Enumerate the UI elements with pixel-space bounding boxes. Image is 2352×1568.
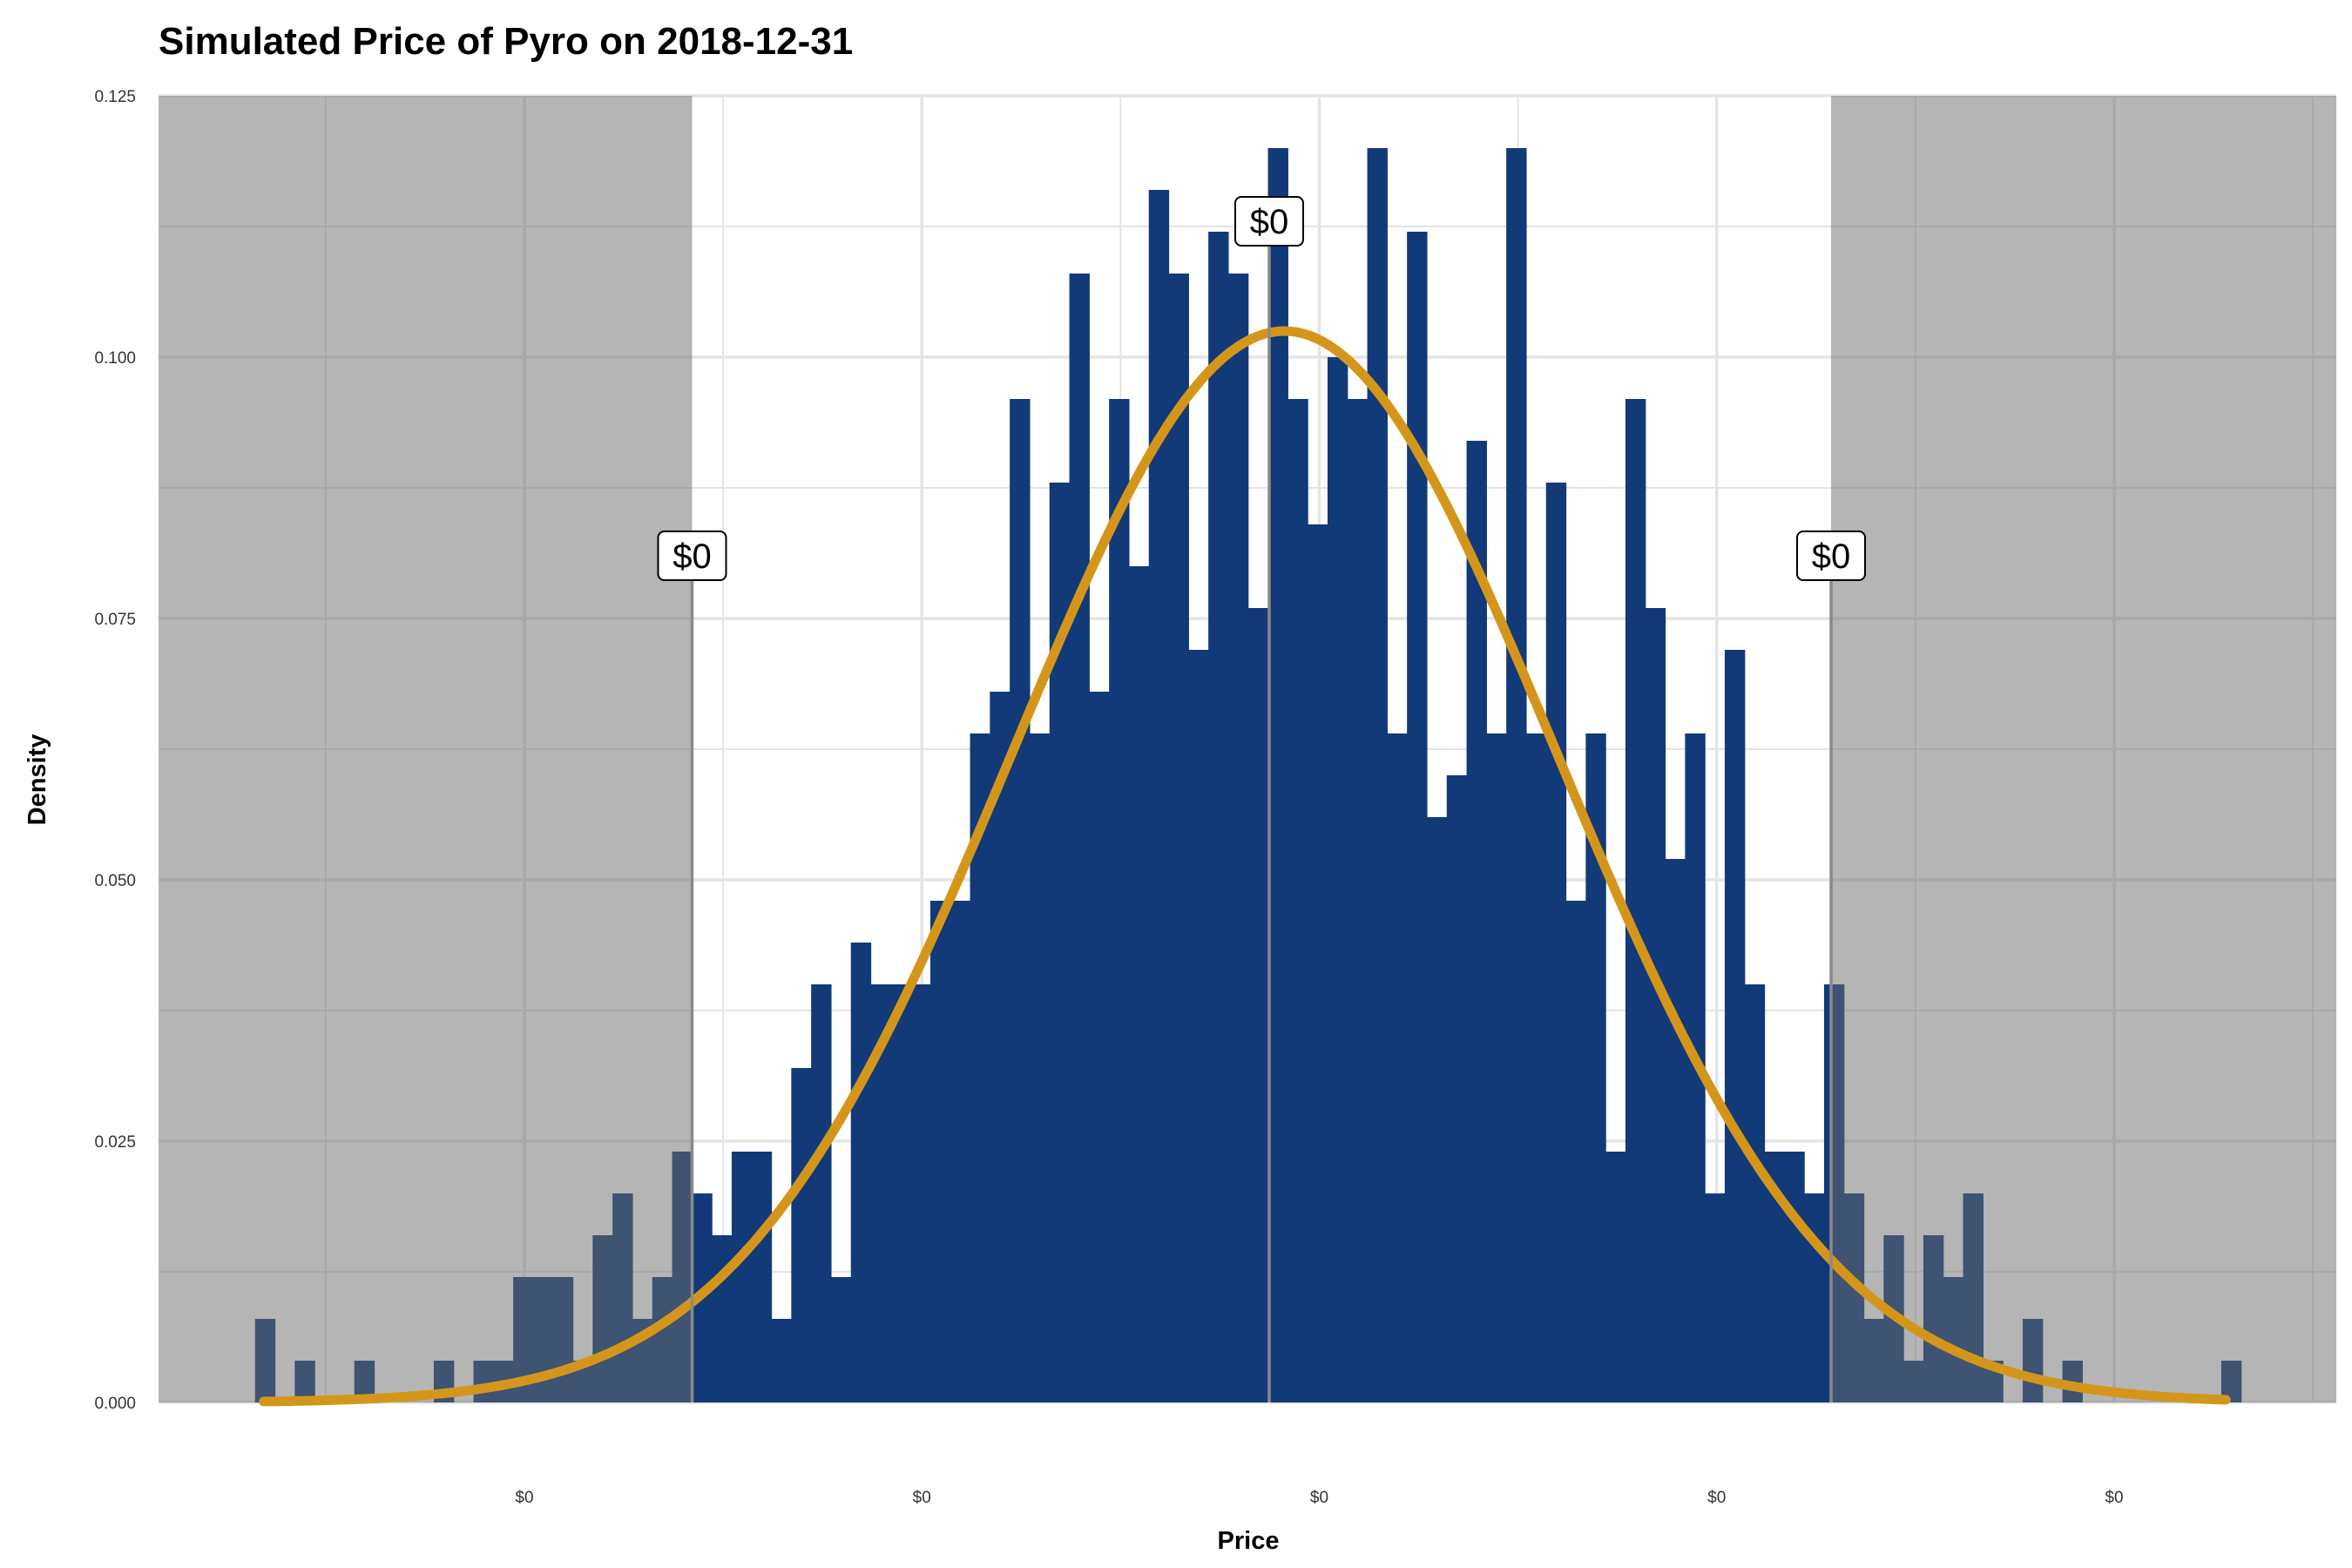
histogram-bar (1327, 357, 1348, 1402)
histogram-bar (1665, 859, 1686, 1402)
histogram-bar (1308, 524, 1328, 1402)
histogram-bar (950, 901, 971, 1402)
histogram-bar (1565, 901, 1586, 1402)
histogram-bar (1764, 1152, 1785, 1402)
histogram-bar (1247, 608, 1269, 1402)
histogram-bar (1109, 399, 1130, 1402)
histogram-bar (1705, 1193, 1726, 1402)
histogram-bar (1069, 274, 1090, 1402)
histogram-bar (751, 1152, 773, 1402)
y-axis-title: Density (24, 734, 51, 826)
x-tick-label: $0 (515, 1489, 533, 1507)
histogram-bar (1049, 483, 1071, 1402)
reference-label: $0 (672, 537, 712, 576)
histogram-bar (1625, 399, 1646, 1402)
x-axis-title: Price (1218, 1527, 1280, 1555)
histogram-bar (1724, 650, 1746, 1402)
histogram-bar (1168, 274, 1189, 1402)
histogram-bar (1407, 232, 1428, 1402)
y-tick-label: 0.100 (94, 349, 136, 368)
histogram-bar (1506, 148, 1527, 1402)
histogram-bar (1446, 775, 1468, 1402)
x-tick-label: $0 (1707, 1489, 1726, 1507)
reference-label-box (657, 531, 727, 581)
reference-label-box (1234, 196, 1304, 247)
x-tick-label: $0 (2105, 1489, 2123, 1507)
histogram-bar (910, 984, 931, 1402)
y-tick-label: 0.000 (94, 1395, 136, 1413)
histogram-bar (1525, 733, 1547, 1402)
histogram-bar (870, 984, 891, 1402)
histogram-bar (1387, 733, 1408, 1402)
y-axis: 0.000 0.025 0.050 0.075 0.100 0.125 (94, 88, 136, 1413)
histogram-bar (731, 1152, 753, 1402)
histogram-bar (850, 943, 872, 1402)
histogram-bar (1605, 1152, 1626, 1402)
histogram-bar (1347, 399, 1369, 1402)
histogram-bar (1645, 608, 1666, 1402)
left-tail-shade (159, 96, 693, 1402)
reference-label-box (1796, 531, 1866, 581)
reference-label: $0 (1812, 537, 1851, 576)
histogram-bar (1288, 399, 1308, 1402)
y-tick-label: 0.075 (94, 611, 136, 629)
histogram-bar (929, 901, 951, 1402)
density-curve-layer (259, 326, 2231, 1407)
y-tick-label: 0.125 (94, 88, 136, 106)
histogram-bar (1466, 441, 1487, 1402)
x-axis: $0 $0 $0 $0 $0 (515, 1489, 2123, 1507)
reference-label: $0 (1250, 203, 1289, 241)
histogram-bar (811, 984, 832, 1402)
histogram-bar (990, 692, 1010, 1402)
histogram-bar (1208, 232, 1229, 1402)
right-tail-shade (1831, 96, 2336, 1402)
histogram-bar (1010, 399, 1031, 1402)
histogram-bar (1784, 1152, 1805, 1402)
histogram-bar (1029, 733, 1051, 1402)
x-tick-label: $0 (1310, 1489, 1328, 1507)
chart-title: Simulated Price of Pyro on 2018-12-31 (159, 20, 853, 63)
histogram-bar (1367, 148, 1388, 1402)
histogram-bar (771, 1319, 792, 1402)
histogram-bar (1744, 984, 1766, 1402)
histogram-bar (830, 1277, 852, 1402)
histogram-bar (1804, 1193, 1825, 1402)
histogram-bar (1148, 190, 1170, 1402)
histogram-bar (712, 1235, 733, 1402)
histogram-bar (1585, 733, 1606, 1402)
histogram-bar (890, 984, 911, 1402)
y-tick-label: 0.050 (94, 872, 136, 890)
histogram-bar (791, 1068, 812, 1402)
x-tick-label: $0 (913, 1489, 931, 1507)
fitted-density-curve (259, 326, 2231, 1407)
histogram-bar (1188, 650, 1209, 1402)
histogram-bar (1227, 274, 1249, 1402)
histogram-bar (1267, 148, 1288, 1402)
histogram-bar (1089, 692, 1110, 1402)
histogram-bar (1486, 733, 1507, 1402)
reference-lines: $0 $0 $0 (657, 196, 1866, 1402)
y-tick-label: 0.025 (94, 1133, 136, 1152)
histogram-bar (1426, 817, 1448, 1402)
tail-shade-overlay (159, 96, 2336, 1402)
histogram-bar (1128, 566, 1150, 1402)
histogram-bar (970, 733, 990, 1402)
histogram-bar (1545, 483, 1567, 1402)
